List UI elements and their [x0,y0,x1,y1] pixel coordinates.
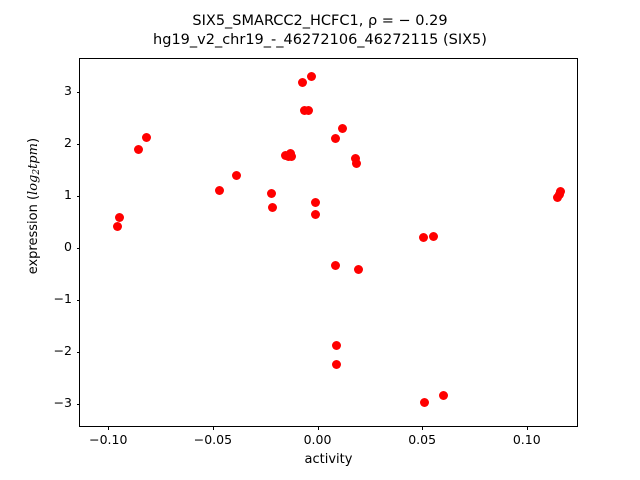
data-point [311,209,321,219]
x-axis-label: activity [304,452,353,467]
y-axis-label: expression (log2tpm) [26,76,42,336]
data-point [353,264,363,274]
data-point [419,233,429,243]
data-point [141,133,151,143]
y-axis-tick [76,143,80,145]
y-axis-tick [76,247,80,249]
x-axis-tick-label: 0.10 [512,432,541,447]
chart-title-line-2: hg19_v2_chr19_-_46272106_46272115 (SIX5) [153,32,487,48]
data-point [351,158,361,168]
plot-axes: −0.10 −0.05 0.00 0.05 0.10 3 2 1 0 −1 −2 −3 [54,58,578,447]
y-axis-tick [76,404,80,406]
x-axis-tick-label: 0.05 [408,432,437,447]
data-point [332,359,342,369]
y-axis-tick [76,352,80,354]
data-point [429,232,439,241]
y-axis-tick-label-text: 2 [64,134,72,150]
data-point [297,78,307,88]
y-axis-tick-label-text: 1 [64,186,72,202]
data-point [351,153,361,163]
x-axis-tick-label: −0.05 [193,432,233,447]
y-axis-label-subscript: 2 [32,168,43,175]
x-axis-tick [526,426,528,430]
chart-title-line-1: SIX5_SMARCC2_HCFC1, ρ = − 0.29 [192,13,448,29]
chart-title: SIX5_SMARCC2_HCFC1, ρ = − 0.29 hg19_v2_c… [0,12,640,50]
data-point [231,170,241,180]
x-axis-tick-label: 0.00 [303,432,332,447]
y-axis-label-log: log [25,174,41,195]
data-point [556,186,566,196]
data-point [331,260,341,270]
y-axis-tick-label-text: −2 [53,343,72,359]
data-point [287,152,297,162]
x-axis-tick [422,426,424,430]
y-axis-tick-label-text: −3 [53,395,72,411]
y-axis-tick [76,195,80,197]
data-point [304,106,314,116]
data-point [310,197,320,207]
y-axis-label-suffix: ) [25,137,41,144]
x-axis-tick-label: −0.10 [89,432,128,447]
data-point-layer [80,59,577,426]
y-axis-tick-label-text: 3 [64,82,72,98]
y-axis-label-tpm: tpm [25,143,41,169]
data-point [337,124,347,134]
y-axis-tick-label-text: −1 [53,291,72,307]
data-point [114,213,124,223]
data-point [330,134,340,144]
data-point [268,202,278,212]
y-axis-tick-label-text: 0 [64,238,72,254]
data-point [420,397,430,407]
y-axis-tick [76,300,80,302]
x-axis-tick [212,426,214,430]
x-axis-tick [108,426,110,430]
y-axis-tick [76,91,80,93]
data-point [113,222,123,232]
data-point [306,71,316,81]
x-axis-tick [317,426,319,430]
data-point [438,390,448,400]
data-point [267,188,277,198]
data-point [331,341,341,351]
data-point [215,186,225,196]
y-axis-label-prefix: expression ( [25,194,41,275]
data-point [134,144,144,154]
